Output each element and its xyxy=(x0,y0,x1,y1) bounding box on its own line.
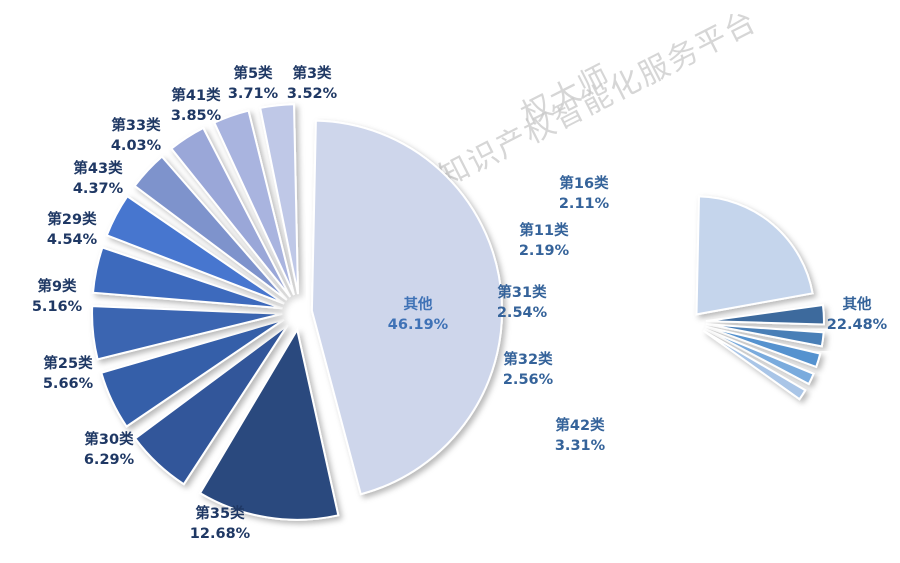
slice-label-category: 第9类 xyxy=(37,277,77,295)
pie-slice-right-3 xyxy=(704,325,822,369)
slice-label-value: 3.31% xyxy=(555,438,606,454)
pie-slice-right-5 xyxy=(702,329,807,401)
pie-slice-left-6 xyxy=(105,194,285,305)
slice-label-value: 6.29% xyxy=(84,452,135,468)
slice-label-value: 3.71% xyxy=(228,86,279,102)
slice-label-value: 4.37% xyxy=(73,181,124,197)
slice-label-category: 其他 xyxy=(404,295,433,313)
pie-slice-left-5 xyxy=(91,246,283,310)
slice-label-category: 第43类 xyxy=(73,159,123,177)
slice-label-category: 第11类 xyxy=(519,221,569,239)
slice-label-value: 2.19% xyxy=(519,243,570,259)
slice-label-category: 第42类 xyxy=(555,416,605,434)
slice-label-value: 22.48% xyxy=(827,317,888,333)
slice-label-value: 2.54% xyxy=(497,305,548,321)
slice-label-value: 46.19% xyxy=(388,317,449,333)
slice-label-value: 4.03% xyxy=(111,138,162,154)
slice-label-category: 第5类 xyxy=(233,64,273,82)
slice-label-value: 3.52% xyxy=(287,86,338,102)
slice-label-value: 3.85% xyxy=(171,108,222,124)
pie-slice-left-0 xyxy=(310,119,504,496)
pie-slice-left-7 xyxy=(133,155,288,301)
slice-label-value: 5.16% xyxy=(32,299,83,315)
pie-slice-right-0 xyxy=(695,195,814,316)
pie-slice-right-1 xyxy=(705,303,825,326)
slice-label-category: 第41类 xyxy=(171,86,221,104)
pie-slice-left-3 xyxy=(100,318,285,428)
pie-slice-left-4 xyxy=(91,305,283,361)
slice-label-category: 第16类 xyxy=(559,174,609,192)
pie-slice-left-8 xyxy=(169,126,292,298)
slice-label-category: 第30类 xyxy=(84,430,134,448)
pie-chart-left: 其他 46.19% 第35类 12.68% 第30类 6.29% 第25类 5.66% 第9类 5… xyxy=(32,64,504,542)
slice-label-category: 第25类 xyxy=(43,354,93,372)
slice-label-value: 12.68% xyxy=(190,526,251,542)
slice-label-category: 其他 xyxy=(843,295,872,313)
pie-slice-left-2 xyxy=(133,324,289,486)
slice-label-value: 4.54% xyxy=(47,232,98,248)
slice-label-category: 第32类 xyxy=(503,350,553,368)
pie-chart-right: 其他 22.48% 第42类 3.31% 第32类 2.56% 第31类 2.54% 第11类 2… xyxy=(497,174,888,454)
pie-slice-left-9 xyxy=(212,109,295,296)
slice-label-value: 2.11% xyxy=(559,196,610,212)
pie-slice-left-10 xyxy=(259,103,299,295)
pie-slice-right-4 xyxy=(704,327,815,386)
pie-slice-right-2 xyxy=(705,323,825,348)
slice-label-category: 第35类 xyxy=(195,504,245,522)
pie-slice-left-1 xyxy=(198,327,340,521)
slice-label-value: 2.56% xyxy=(503,372,554,388)
slice-label-category: 第33类 xyxy=(111,116,161,134)
slice-label-category: 第31类 xyxy=(497,283,547,301)
slice-label-value: 5.66% xyxy=(43,376,94,392)
slice-label-category: 第3类 xyxy=(292,64,332,82)
slice-label-category: 第29类 xyxy=(47,210,97,228)
